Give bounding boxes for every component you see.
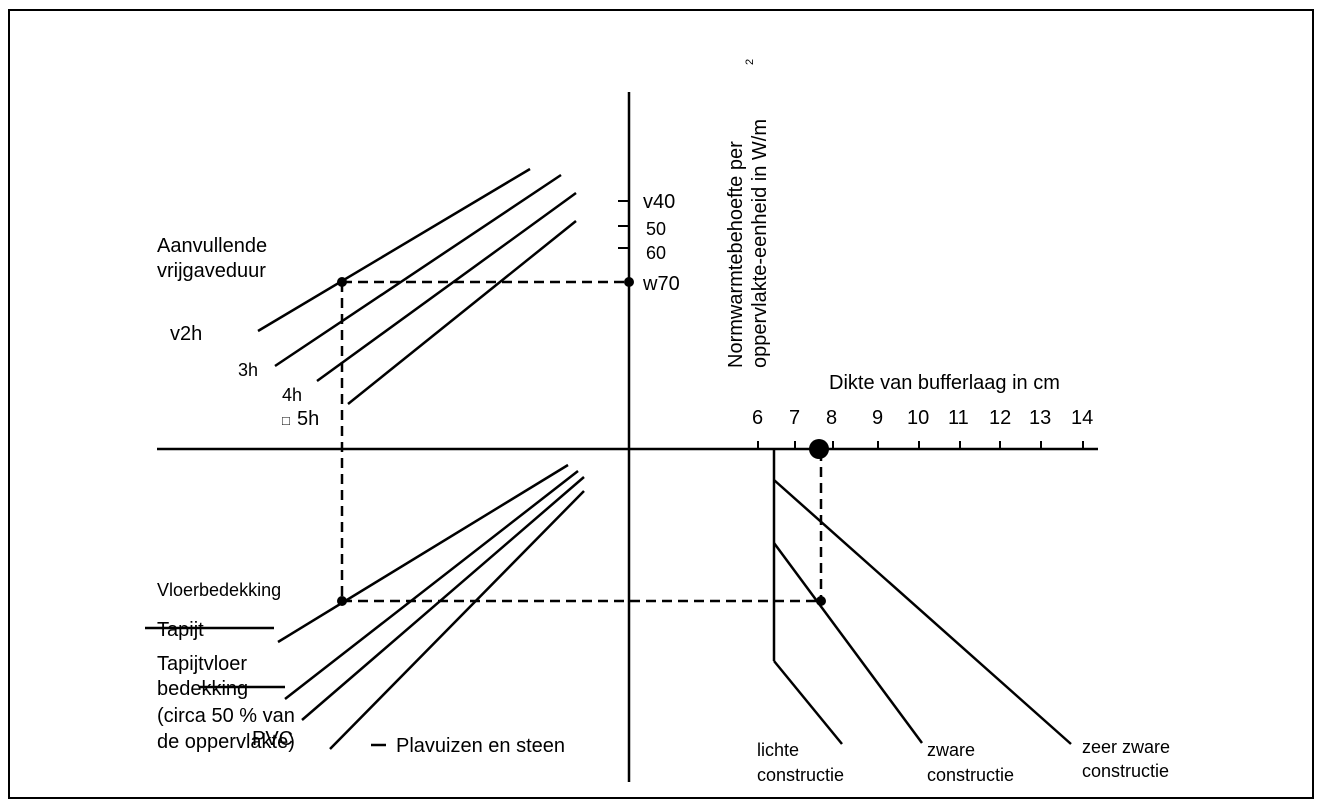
points bbox=[337, 277, 829, 606]
label-tapijtvloer-line3: (circa 50 % van bbox=[157, 705, 295, 727]
tick-label-9: 9 bbox=[872, 407, 883, 429]
label-tapijtvloer-line2: bedekking bbox=[157, 678, 248, 700]
line-zeer-zware bbox=[773, 479, 1072, 745]
label-pvc: PVC bbox=[252, 728, 293, 750]
label-tapijt: Tapijt bbox=[157, 619, 204, 641]
point-w70 bbox=[624, 277, 634, 287]
vertical-axis-title: Normwarmtebehoefte per oppervlakte-eenhe… bbox=[725, 59, 771, 368]
line-4h bbox=[316, 191, 577, 383]
label-tapijtvloer-line4: de oppervlakte) bbox=[157, 731, 295, 753]
constructie-lines bbox=[772, 449, 1072, 745]
tick-label-7: 7 bbox=[789, 407, 800, 429]
tick-label-10: 10 bbox=[907, 407, 929, 429]
vloerbedekking-lines bbox=[145, 463, 585, 750]
label-zware-line1: zware bbox=[927, 740, 975, 760]
point-thickness bbox=[809, 439, 829, 459]
tick-label-14: 14 bbox=[1071, 407, 1093, 429]
line-zware bbox=[772, 542, 924, 744]
line-pvc bbox=[301, 476, 585, 721]
tick-label-60: 60 bbox=[646, 243, 666, 263]
vrijgaveduur-title-line1: Aanvullende bbox=[157, 235, 267, 257]
label-lichte-line2: constructie bbox=[757, 765, 844, 785]
tick-label-11: 11 bbox=[948, 407, 969, 429]
line-tapijtvloer bbox=[284, 470, 579, 700]
line-3h bbox=[274, 173, 562, 368]
tick-label-v40: v40 bbox=[643, 191, 675, 213]
label-3h: 3h bbox=[238, 360, 258, 380]
tick-label-13: 13 bbox=[1029, 407, 1051, 429]
line-tapijt bbox=[277, 463, 569, 644]
label-2h: v2h bbox=[170, 323, 202, 345]
label-5h: 5h bbox=[297, 408, 319, 430]
tick-label-12: 12 bbox=[989, 407, 1011, 429]
dashed-path bbox=[340, 280, 823, 603]
line-2h bbox=[257, 167, 531, 333]
vrijgaveduur-lines bbox=[257, 167, 577, 405]
label-zeer-zware-line1: zeer zware bbox=[1082, 737, 1170, 757]
label-4h: 4h bbox=[282, 385, 302, 405]
label-tapijtvloer-line1: Tapijtvloer bbox=[157, 653, 247, 675]
label-zware-line2: constructie bbox=[927, 765, 1014, 785]
box-icon: □ bbox=[282, 413, 290, 428]
vloerbedekking-title: Vloerbedekking bbox=[157, 580, 281, 600]
tick-label-w70: w70 bbox=[642, 273, 680, 295]
diagram-frame bbox=[8, 9, 1314, 799]
horizontal-ticks bbox=[757, 441, 1084, 449]
tick-label-50: 50 bbox=[646, 219, 666, 239]
vertical-title-sup: 2 bbox=[744, 59, 756, 65]
line-plavuizen bbox=[329, 490, 585, 750]
label-zeer-zware-line2: constructie bbox=[1082, 761, 1169, 781]
tick-label-8: 8 bbox=[826, 407, 837, 429]
tick-label-6: 6 bbox=[752, 407, 763, 429]
vertical-title-line2: oppervlakte-eenheid in W/m bbox=[749, 119, 771, 368]
line-5h bbox=[347, 220, 577, 405]
vrijgaveduur-title-line2: vrijgaveduur bbox=[157, 260, 266, 282]
point-upper-left bbox=[337, 277, 347, 287]
line-lichte bbox=[773, 660, 843, 745]
point-lower-left bbox=[337, 596, 347, 606]
label-lichte-line1: lichte bbox=[757, 740, 799, 760]
point-lower-right bbox=[816, 596, 826, 606]
vertical-title-line1: Normwarmtebehoefte per bbox=[725, 141, 747, 368]
horizontal-axis-title: Dikte van bufferlaag in cm bbox=[829, 372, 1060, 394]
label-plavuizen: Plavuizen en steen bbox=[396, 735, 565, 757]
vertical-ticks bbox=[618, 200, 629, 249]
